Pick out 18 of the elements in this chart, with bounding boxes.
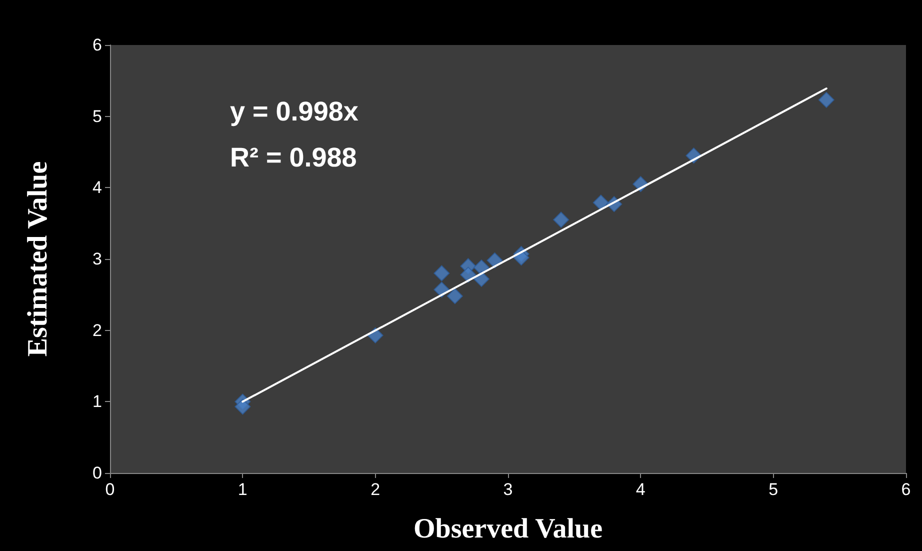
annotation: R² = 0.988 [230, 142, 357, 172]
y-tick-label: 5 [92, 106, 102, 126]
y-tick-label: 6 [92, 36, 102, 54]
y-axis-title: Estimated Value [22, 161, 54, 357]
y-tick-label: 0 [92, 464, 102, 482]
x-tick-label: 3 [503, 480, 513, 499]
y-tick-label: 2 [92, 320, 102, 340]
x-tick-label: 4 [636, 480, 646, 499]
x-axis-title: Observed Value [413, 514, 603, 544]
x-tick-label: 5 [768, 480, 778, 499]
annotation: y = 0.998x [230, 96, 358, 126]
x-tick-label: 0 [105, 480, 115, 499]
y-tick-label: 4 [92, 178, 102, 198]
y-tick-label: 1 [92, 392, 102, 412]
x-tick-label: 1 [238, 480, 248, 499]
x-tick-label: 6 [901, 480, 911, 499]
x-tick-label: 2 [370, 480, 380, 499]
y-tick-label: 3 [92, 250, 102, 268]
